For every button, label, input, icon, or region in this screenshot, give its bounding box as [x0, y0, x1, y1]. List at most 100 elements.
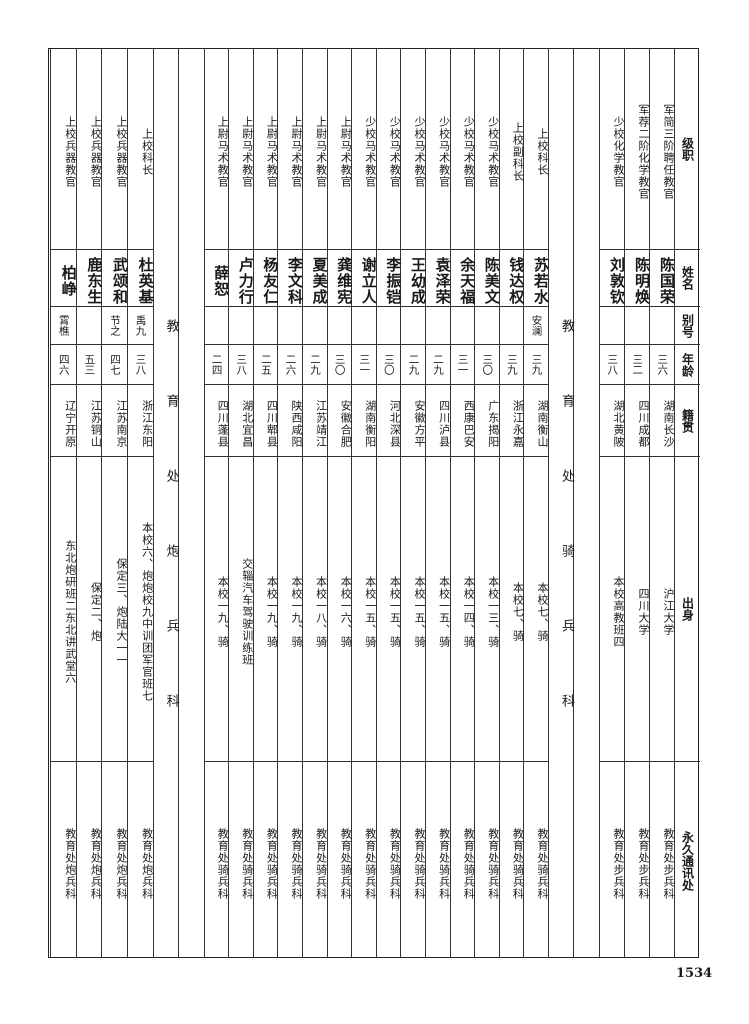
name-cell: 余天福 [450, 249, 476, 306]
native-place-cell: 湖南长沙 [650, 384, 675, 456]
blank-column [573, 49, 599, 957]
section-label-column: 教育处骑兵科 [548, 49, 574, 957]
rank-cell: 上校兵器教官 [63, 116, 77, 188]
rank-cell: 少校马术教官 [412, 116, 426, 188]
age-cell: 五三 [76, 344, 102, 384]
age-cell: 三一 [352, 344, 376, 384]
name-cell: 李振铠 [376, 249, 402, 306]
native-place-cell: 湖北宜昌 [229, 384, 254, 456]
rank-cell: 少校马术教官 [462, 116, 476, 188]
name-cell: 李文科 [278, 249, 304, 306]
address-cell: 教育处骑兵科 [204, 761, 229, 959]
table-row: 上尉马术教官 李文科 二六 陕西咸阳 本校一九、骑 教育处骑兵科 [277, 49, 304, 957]
table-row: 上尉马术教官薛恕二四 四川蓬县 本校一九、骑 教育处骑兵科 [203, 49, 230, 959]
alias-cell [450, 306, 475, 344]
age-cell: 三〇 [376, 344, 401, 384]
age-cell: 二四 [204, 344, 229, 384]
alias-cell [650, 306, 674, 344]
table-row: 上校副科长 钱达权 三九 浙江永嘉 本校七、骑 教育处骑兵科 [498, 49, 525, 959]
table-row: 上校兵器教官 柏峥 霄樵 四六 辽宁开原 东北炮研班二东北讲武堂六 教育处炮兵科 [50, 49, 78, 957]
table-row: 上校科长 苏若水 安澜 三九 湖南衡山 本校七、骑 教育处骑兵科 [523, 49, 550, 959]
origin-cell: 四川大学 [625, 456, 650, 761]
origin-cell: 本校一四、骑 [450, 456, 475, 761]
table-row: 上尉马术教官 杨友仁 二五 四川郫县 本校一九、骑 教育处骑兵科 [252, 49, 279, 959]
table-row: 军简三阶聘任教官 陈国荣 三六 湖南长沙 沪江大学 教育处步兵科 [649, 49, 676, 959]
age-cell: 三八 [128, 344, 153, 384]
table-row: 上尉马术教官 龚维宪 三〇 安徽合肥 本校一六、骑 教育处骑兵科 [326, 49, 353, 959]
address-cell: 教育处炮兵科 [76, 761, 102, 959]
alias-cell [625, 306, 649, 344]
alias-cell [352, 306, 376, 344]
address-cell: 教育处骑兵科 [475, 761, 500, 959]
address-cell: 教育处骑兵科 [499, 761, 524, 959]
rank-cell: 上尉马术教官 [216, 116, 230, 188]
table-row: 少校马术教官余天福三一 西康巴安 本校一四、骑 教育处骑兵科 [449, 49, 476, 959]
alias-cell [401, 306, 425, 344]
address-cell: 教育处步兵科 [650, 761, 675, 959]
name-cell: 柏峥 [51, 249, 78, 306]
native-place-cell: 四川蓬县 [204, 384, 229, 456]
rank-cell: 上校兵器教官 [89, 116, 103, 188]
alias-cell [204, 306, 229, 344]
table-row: 少校化学教官 刘敦钦 三八 湖北黄陂 本校高教班四 教育处步兵科 [599, 49, 626, 959]
table-row: 上校科长 杜英基 禹九 三八 浙江东阳 本校六、炮炮校九中训团军官班七 教育处炮兵科 [127, 49, 155, 959]
header-name-cell: 姓名 [675, 249, 700, 306]
origin-cell: 本校一八、骑 [303, 456, 328, 761]
origin-cell: 本校高教班四 [600, 456, 625, 761]
name-cell: 苏若水 [524, 249, 550, 306]
name-cell: 杨友仁 [253, 249, 279, 306]
origin-cell: 东北炮研班二东北讲武堂六 [51, 456, 77, 761]
origin-cell: 本校一五、骑 [376, 456, 401, 761]
address-cell: 教育处步兵科 [625, 761, 650, 959]
age-cell: 三八 [229, 344, 253, 384]
address-cell: 教育处骑兵科 [253, 761, 278, 959]
age-cell: 三六 [650, 344, 674, 384]
address-cell: 教育处步兵科 [600, 761, 625, 959]
address-cell: 教育处骑兵科 [327, 761, 352, 959]
alias-cell [327, 306, 352, 344]
rank-cell: 上尉马术教官 [265, 116, 279, 188]
name-cell: 薛恕 [204, 249, 230, 306]
rank-cell: 上尉马术教官 [289, 116, 303, 188]
native-place-cell: 江苏南京 [102, 384, 128, 456]
origin-cell: 交辎汽车驾驶训练班 [229, 456, 254, 761]
table-row: 上尉马术教官 卢力行 三八 湖北宜昌 交辎汽车驾驶训练班 教育处骑兵科 [228, 49, 255, 957]
age-cell: 三八 [600, 344, 624, 384]
alias-cell [76, 306, 102, 344]
rank-cell: 少校马术教官 [363, 116, 377, 188]
native-place-cell: 陕西咸阳 [278, 384, 303, 456]
age-cell: 三一 [450, 344, 475, 384]
native-place-cell: 湖南衡山 [524, 384, 549, 456]
blank-column [177, 49, 204, 957]
rank-cell: 少校马术教官 [486, 116, 500, 188]
origin-cell: 本校一九、骑 [204, 456, 229, 761]
age-cell: 三〇 [475, 344, 499, 384]
address-cell: 教育处骑兵科 [524, 761, 549, 959]
native-place-cell: 四川泸县 [426, 384, 451, 456]
native-place-cell: 辽宁开原 [51, 384, 77, 456]
native-place-cell: 广东揭阳 [475, 384, 500, 456]
native-place-cell: 四川郫县 [253, 384, 278, 456]
origin-cell: 本校一六、骑 [327, 456, 352, 761]
name-cell: 陈美文 [475, 249, 501, 306]
table-row: 少校马术教官 王幼成 二九 安徽方平 本校一五、骑 教育处骑兵科 [400, 49, 427, 957]
name-cell: 谢立人 [352, 249, 378, 306]
alias-cell [499, 306, 524, 344]
native-place-cell: 湖北黄陂 [600, 384, 625, 456]
name-cell: 陈国荣 [650, 249, 676, 306]
address-cell: 教育处炮兵科 [128, 761, 154, 959]
native-place-cell: 江苏靖江 [303, 384, 328, 456]
alias-cell [600, 306, 624, 344]
address-cell: 教育处骑兵科 [450, 761, 475, 959]
rank-cell: 上校科长 [140, 128, 154, 176]
rank-cell: 上尉马术教官 [339, 116, 353, 188]
alias-cell: 安澜 [524, 306, 548, 344]
origin-cell: 保定三、炮陆大一一 [102, 456, 128, 761]
name-cell: 卢力行 [229, 249, 255, 306]
section-label: 教育处炮兵科 [163, 319, 179, 769]
origin-cell: 本校一五、骑 [426, 456, 451, 761]
alias-cell [475, 306, 499, 344]
table-row: 军荐二阶化学教官 陈明焕 三二 四川成都 四川大学 教育处步兵科 [624, 49, 651, 959]
header-address-cell: 永久通讯处 [675, 761, 700, 959]
native-place-cell: 西康巴安 [450, 384, 475, 456]
